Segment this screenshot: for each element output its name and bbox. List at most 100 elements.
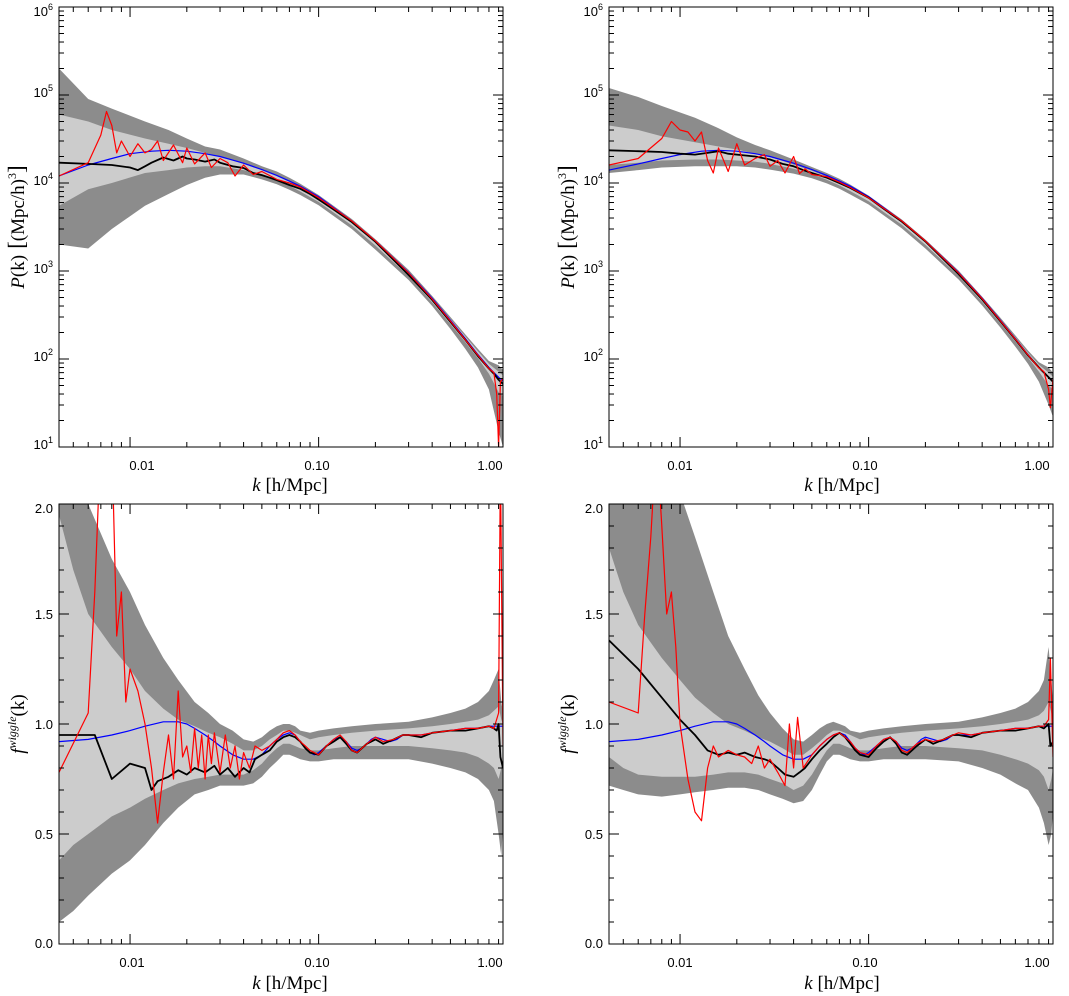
series-layer	[609, 504, 1053, 822]
y-tick-base: 10	[584, 85, 598, 100]
inner-band	[609, 548, 1053, 790]
y-tick-exp: 1	[48, 435, 53, 445]
x-tick-label-1: 0.10	[304, 458, 329, 473]
x-tick-label-1: 0.10	[852, 955, 877, 970]
y-label-bracket-open: [	[4, 241, 29, 249]
x-axis-label: k [h/Mpc]	[804, 475, 879, 496]
y-tick-exp: 1	[598, 435, 603, 445]
y-tick-label-1e3: 103	[584, 259, 603, 276]
x-tick-label-0: 0.01	[129, 458, 154, 473]
bands-layer	[609, 88, 1053, 417]
y-tick-label-1e4: 104	[584, 171, 603, 188]
y-label-wiggle: wiggle	[555, 716, 569, 749]
series-layer	[59, 110, 503, 447]
outer-band	[609, 88, 1053, 417]
y-tick-exp: 3	[48, 259, 53, 269]
y-tick-exp: 5	[48, 83, 53, 93]
panel-bottom-right-wiggle: 0.01 0.10 1.00 k [h/Mpc] 0.0 0.5 1.0 1.5…	[555, 501, 1054, 994]
y-tick-base: 10	[584, 173, 598, 188]
y-axis-label: fwiggle(k)	[555, 694, 579, 753]
y-axis-label: fwiggle(k)	[5, 694, 29, 753]
x-axis-label: k [h/Mpc]	[804, 973, 879, 994]
y-tick-exp: 4	[48, 171, 53, 181]
y-tick-base: 10	[34, 4, 48, 19]
x-axis-label-unit: [h/Mpc]	[261, 973, 328, 994]
y-tick-exp: 4	[598, 171, 603, 181]
y-label-paren-k: (k)	[558, 255, 579, 277]
bands-layer	[609, 504, 1053, 845]
y-tick-label-3: 1.5	[585, 607, 603, 622]
y-tick-label-1: 0.5	[585, 827, 603, 842]
outer-band	[59, 68, 503, 447]
inner-band	[59, 515, 503, 861]
bands-layer	[59, 504, 503, 922]
y-label-wiggle: wiggle	[5, 716, 19, 749]
panel-bottom-left-wiggle: 0.01 0.10 1.00 k [h/Mpc] 0.0 0.5 1.0 1.5…	[5, 501, 504, 994]
inner-band	[59, 114, 503, 396]
panel-top-left-power-spectrum: 0.01 0.10 1.00 k [h/Mpc] 101 102 103 104…	[4, 2, 504, 496]
y-tick-exp: 6	[598, 2, 603, 12]
y-tick-label-4: 2.0	[585, 501, 603, 516]
y-label-paren-k: (k)	[8, 255, 29, 277]
y-ticks	[59, 503, 503, 945]
y-tick-base: 10	[34, 173, 48, 188]
y-tick-base: 10	[584, 261, 598, 276]
plot-frame	[58, 6, 504, 448]
y-tick-exp: 3	[598, 259, 603, 269]
x-ticks	[622, 7, 1050, 447]
realization-line	[59, 110, 503, 447]
bands-layer	[59, 68, 503, 447]
svg-text:P(k)[(Mpc/h)3]: P(k) [(Mpc/h)3]	[4, 165, 29, 289]
y-tick-label-1e4: 104	[34, 171, 53, 188]
y-tick-label-1e3: 103	[34, 259, 53, 276]
y-label-exponent: 3	[555, 173, 569, 179]
realization-line	[609, 120, 1053, 409]
svg-text:P(k)[(Mpc/h)3]: P(k) [(Mpc/h)3]	[554, 165, 579, 289]
x-tick-label-0: 0.01	[667, 458, 692, 473]
y-tick-base: 10	[34, 85, 48, 100]
x-ticks	[72, 504, 500, 944]
y-label-f: f	[558, 746, 579, 754]
panel-top-right-power-spectrum: 0.01 0.10 1.00 k [h/Mpc] 101 102 103 104…	[554, 2, 1054, 496]
y-tick-exp: 6	[48, 2, 53, 12]
y-label-paren-k: (k)	[8, 694, 29, 716]
y-tick-label-1e2: 102	[584, 347, 603, 364]
y-tick-label-1e5: 105	[584, 83, 603, 100]
y-tick-label-1e2: 102	[34, 347, 53, 364]
x-tick-label-1: 0.10	[852, 458, 877, 473]
realization-line	[59, 504, 503, 824]
x-tick-label-2: 1.00	[477, 458, 502, 473]
y-tick-base: 10	[34, 349, 48, 364]
y-tick-base: 10	[584, 349, 598, 364]
realization-line	[609, 504, 1053, 822]
y-axis-label: P(k) [(Mpc/h)3]	[554, 165, 579, 289]
y-tick-label-0: 0.0	[35, 936, 53, 951]
y-label-exponent: 3	[5, 173, 19, 179]
y-tick-exp: 5	[598, 83, 603, 93]
x-axis-label-k: k	[804, 973, 813, 994]
y-label-p: P	[8, 277, 29, 290]
x-ticks	[622, 504, 1050, 944]
x-axis-label-k: k	[252, 973, 261, 994]
y-ticks	[609, 6, 1053, 448]
y-tick-label-0: 0.0	[585, 936, 603, 951]
y-tick-label-1e6: 106	[584, 2, 603, 19]
x-tick-label-2: 1.00	[1024, 955, 1049, 970]
y-ticks	[609, 503, 1053, 945]
x-tick-label-0: 0.01	[667, 955, 692, 970]
x-axis-label-k: k	[804, 475, 813, 496]
y-tick-label-2: 1.0	[35, 717, 53, 732]
x-tick-label-0: 0.01	[119, 955, 144, 970]
y-ticks	[59, 6, 503, 448]
y-tick-label-1e1: 101	[34, 435, 53, 452]
y-label-paren-k: (k)	[558, 694, 579, 716]
y-label-f: f	[8, 746, 29, 754]
y-axis-label: P(k) [(Mpc/h)3]	[4, 165, 29, 289]
y-label-units: (Mpc/h)	[558, 179, 579, 241]
svg-text:fwiggle(k): fwiggle(k)	[5, 694, 29, 753]
x-axis-label: k [h/Mpc]	[252, 973, 327, 994]
x-tick-label-2: 1.00	[1024, 458, 1049, 473]
y-tick-exp: 2	[598, 347, 603, 357]
y-label-bracket-open: [	[554, 241, 579, 249]
y-label-p: P	[558, 277, 579, 290]
